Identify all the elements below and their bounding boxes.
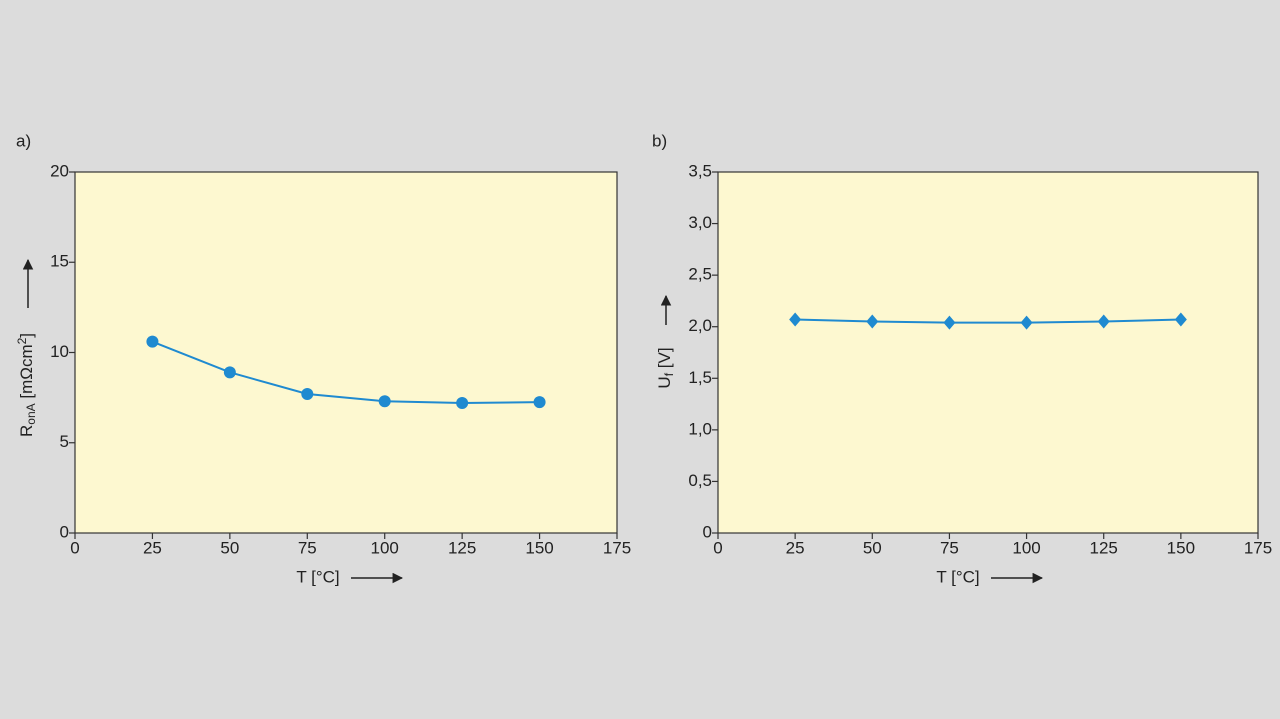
point bbox=[1097, 314, 1110, 329]
x-tick-label: 75 bbox=[298, 538, 317, 557]
point bbox=[943, 315, 956, 330]
point bbox=[1020, 315, 1033, 330]
x-tick-label: 100 bbox=[1012, 538, 1040, 557]
y-tick-label: 10 bbox=[50, 342, 69, 361]
y-axis-label-part: [V] bbox=[655, 347, 674, 373]
point bbox=[223, 366, 236, 379]
point bbox=[1174, 312, 1187, 327]
x-tick-label: 175 bbox=[603, 538, 631, 557]
x-tick-label: 175 bbox=[1244, 538, 1272, 557]
point bbox=[146, 335, 159, 348]
x-tick-label: 0 bbox=[70, 538, 79, 557]
x-tick-label: 100 bbox=[371, 538, 399, 557]
panel-label: b) bbox=[652, 131, 667, 150]
y-axis-label-part: 2 bbox=[15, 337, 29, 344]
x-axis-label: T [°C] bbox=[936, 567, 979, 586]
y-tick-label: 1,0 bbox=[688, 419, 712, 438]
point bbox=[456, 397, 469, 410]
x-tick-label: 125 bbox=[1090, 538, 1118, 557]
y-axis-label-part: f bbox=[662, 372, 676, 376]
point bbox=[301, 388, 314, 401]
line bbox=[795, 318, 1181, 324]
point bbox=[866, 314, 879, 329]
point bbox=[533, 396, 546, 409]
y-tick-label: 1,5 bbox=[688, 368, 712, 387]
y-axis-label-part: U bbox=[655, 376, 674, 388]
x-tick-label: 25 bbox=[143, 538, 162, 557]
y-tick-label: 0 bbox=[60, 522, 69, 541]
y-axis-label: RonA [mΩcm2] bbox=[15, 333, 37, 437]
plot-area bbox=[717, 171, 1259, 534]
plot-area bbox=[74, 171, 618, 534]
x-tick-label: 150 bbox=[1167, 538, 1195, 557]
y-axis-label-part: [mΩcm bbox=[17, 344, 36, 403]
y-axis-label-part: ] bbox=[17, 333, 36, 338]
y-axis-label: Uf [V] bbox=[655, 347, 675, 388]
y-tick-label: 5 bbox=[60, 432, 69, 451]
y-tick-label: 3,0 bbox=[688, 213, 712, 232]
x-tick-label: 25 bbox=[786, 538, 805, 557]
y-tick-label: 2,5 bbox=[688, 265, 712, 284]
point bbox=[789, 312, 802, 327]
y-axis-label-part: onA bbox=[24, 403, 38, 424]
y-axis-label-part: R bbox=[17, 425, 36, 437]
x-tick-label: 75 bbox=[940, 538, 959, 557]
line bbox=[152, 340, 540, 405]
x-tick-label: 50 bbox=[220, 538, 239, 557]
y-tick-label: 0,5 bbox=[688, 471, 712, 490]
y-tick-label: 3,5 bbox=[688, 161, 712, 180]
y-tick-label: 15 bbox=[50, 252, 69, 271]
panel-label: a) bbox=[16, 131, 31, 150]
x-tick-label: 50 bbox=[863, 538, 882, 557]
x-tick-label: 0 bbox=[713, 538, 722, 557]
x-tick-label: 125 bbox=[448, 538, 476, 557]
y-tick-label: 2,0 bbox=[688, 316, 712, 335]
point bbox=[378, 395, 391, 408]
x-axis-label: T [°C] bbox=[296, 567, 339, 586]
x-tick-label: 150 bbox=[525, 538, 553, 557]
y-tick-label: 0 bbox=[703, 522, 712, 541]
y-tick-label: 20 bbox=[50, 161, 69, 180]
